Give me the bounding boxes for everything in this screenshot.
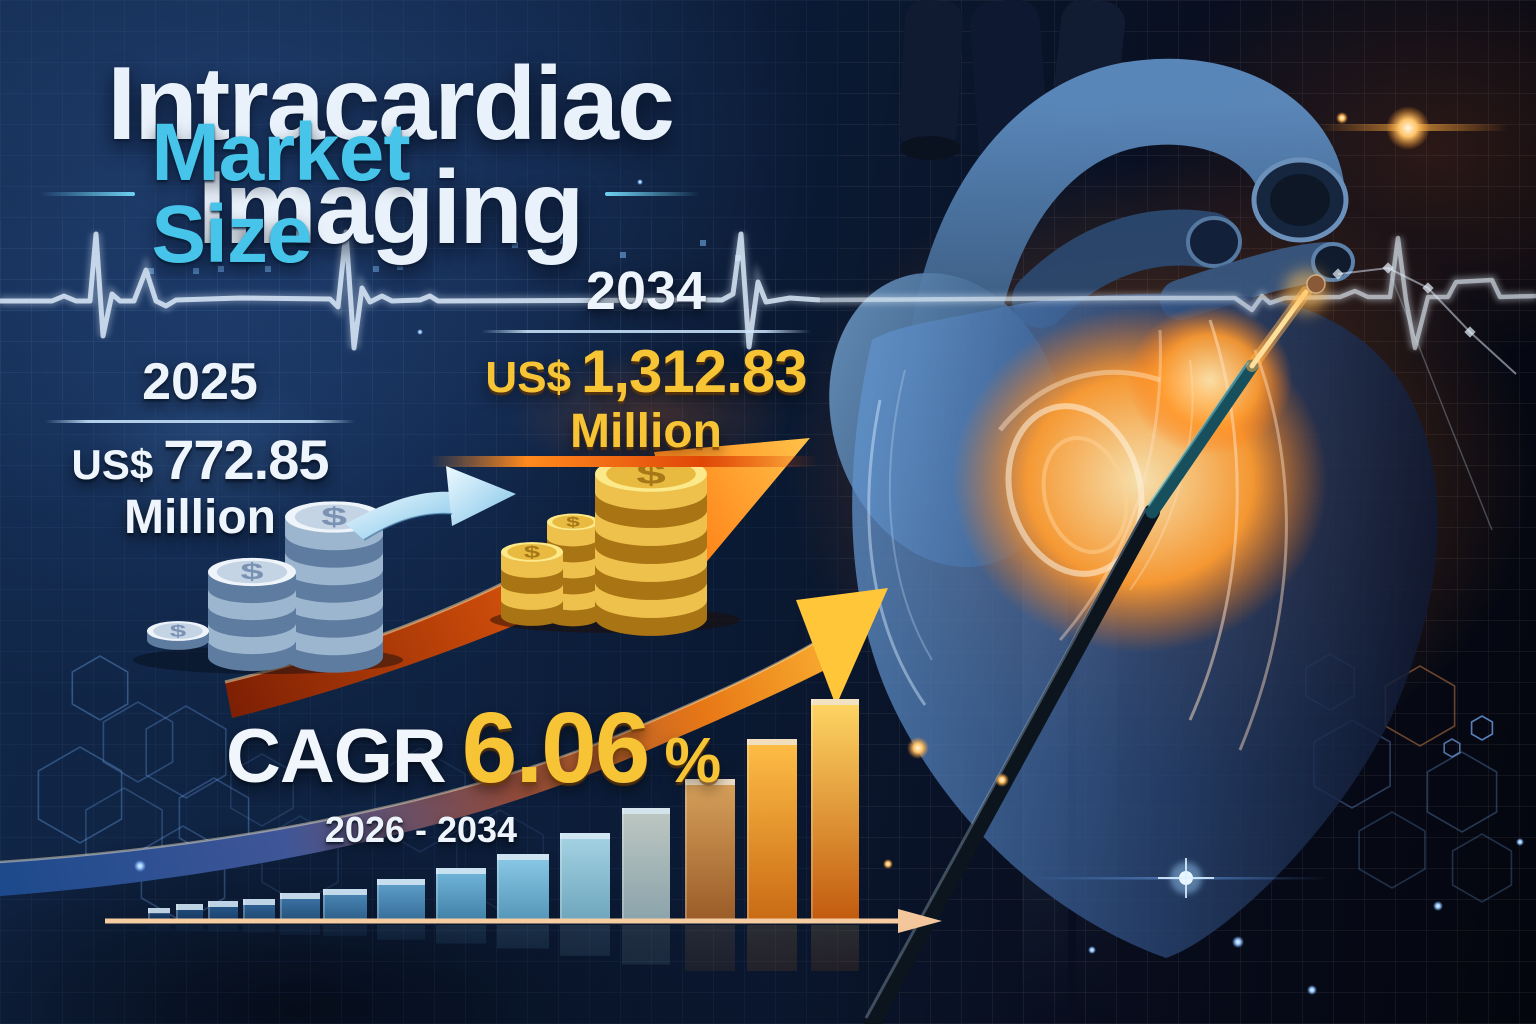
coin-dollar-icon: $ <box>524 543 540 561</box>
x-axis-arrow <box>105 909 942 933</box>
catheter-icon <box>864 270 1328 1024</box>
currency-2025: US$ <box>71 441 154 488</box>
title-line-2: Market Size <box>151 107 410 280</box>
year-2034-label: 2034 <box>585 261 707 321</box>
arrowhead-icon <box>796 588 888 706</box>
catheter-tip <box>1306 274 1326 294</box>
chart-bar <box>747 739 797 921</box>
value-2034: 1,312.83 <box>581 338 808 405</box>
subtitle-dash-right <box>604 192 700 196</box>
ecg-line-left <box>0 229 821 351</box>
coin-dollar-icon: $ <box>170 622 186 640</box>
gold-coin-stack-tall: $ <box>595 456 707 636</box>
growth-bar-chart <box>148 699 859 971</box>
line-chart-decoration <box>1332 262 1517 531</box>
chart-bar <box>560 833 610 921</box>
blue-arrow-icon <box>346 466 516 541</box>
ecg-line-right <box>819 235 1536 351</box>
chart-bar <box>377 879 425 921</box>
chart-bar <box>811 699 859 921</box>
orange-underline-2034 <box>430 456 818 467</box>
currency-2034: US$ <box>485 353 572 402</box>
cagr-label: CAGR <box>226 714 447 799</box>
unit-2025: Million <box>124 491 276 544</box>
heart-illustration <box>829 0 1438 958</box>
arrowhead-icon <box>898 909 942 933</box>
chart-bar <box>436 868 486 921</box>
growth-arrow-lower <box>0 588 888 896</box>
silver-coin-stack-medium: $ <box>208 557 296 672</box>
silver-coin-single: $ <box>147 621 209 650</box>
coin-dollar-icon: $ <box>240 559 264 585</box>
value-2025: 772.85 <box>163 428 329 491</box>
divider-2025 <box>45 420 355 423</box>
title-line-1: Intracardiac Imaging <box>107 46 675 266</box>
cagr-block: CAGR 6.06 % 2026 - 2034 <box>226 690 721 850</box>
coin-dollar-icon: $ <box>321 502 347 531</box>
subtitle-dash-left <box>40 192 136 196</box>
year-2025-label: 2025 <box>142 353 258 411</box>
divider-2034 <box>481 330 811 333</box>
cagr-percent-sign: % <box>664 724 722 796</box>
page-title: Intracardiac Imaging <box>40 52 740 260</box>
cagr-value: 6.06 <box>461 692 651 804</box>
unit-2034: Million <box>570 405 722 458</box>
bokeh-lights <box>134 106 1524 995</box>
market-value-2034: 2034 US$ 1,312.83 Million <box>476 264 816 456</box>
coin-dollar-icon: $ <box>566 515 580 530</box>
cagr-period: 2026 - 2034 <box>324 809 518 850</box>
chart-bar <box>497 854 549 921</box>
market-value-2025: 2025 US$ 772.85 Million <box>40 356 360 542</box>
gold-coin-stack-small: $ <box>501 542 563 626</box>
page-subtitle: Market Size <box>40 112 700 276</box>
chart-bar <box>622 808 670 921</box>
chart-bar <box>685 779 735 921</box>
